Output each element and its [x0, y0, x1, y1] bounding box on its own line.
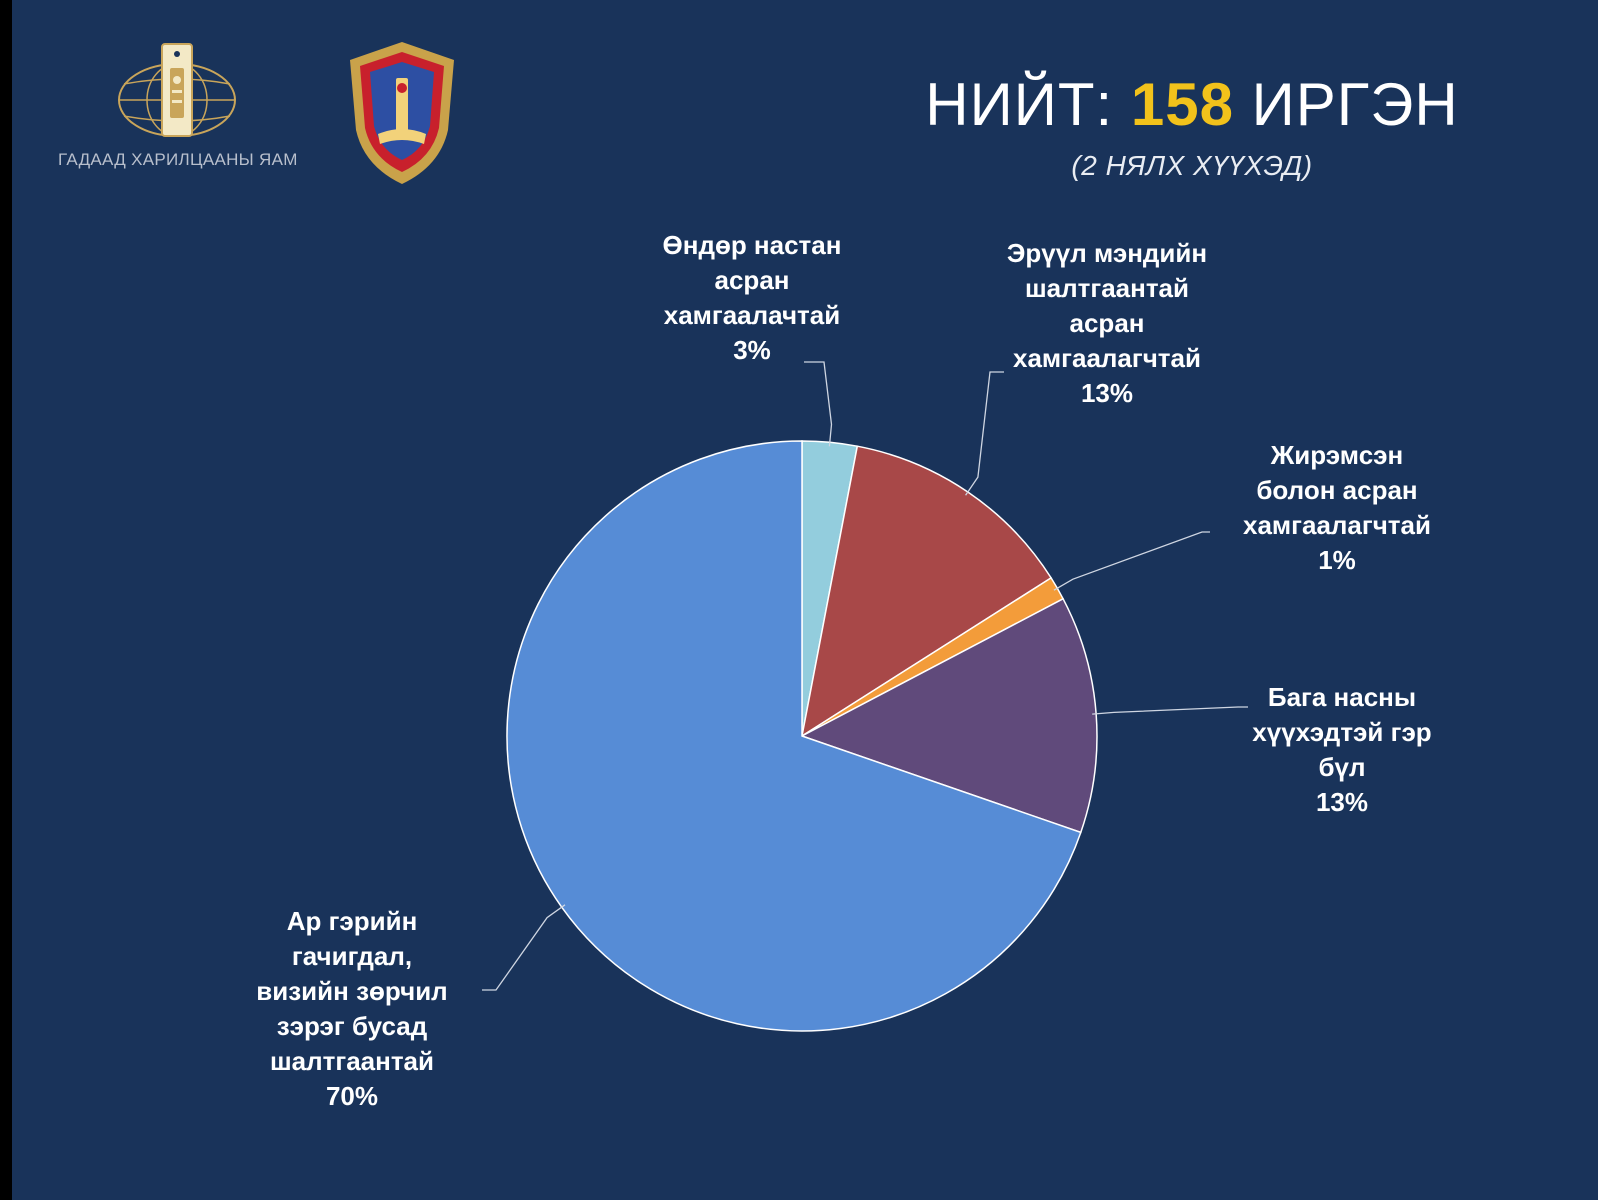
leader-line: [1053, 531, 1210, 591]
slice-label: Ар гэрийн гачигдал, визийн зөрчил зэрэг …: [256, 906, 448, 1111]
title-block: НИЙТ: 158 ИРГЭН (2 НЯЛХ ХҮҮХЭД): [912, 70, 1472, 182]
slice-label: Бага насны хүүхэдтэй гэр бүл 13%: [1252, 682, 1432, 817]
ministry-name: ГАДААД ХАРИЛЦААНЫ ЯАМ: [58, 150, 298, 169]
title-total: 158: [1130, 71, 1234, 138]
slice-label: Эрүүл мэндийн шалтгаантай асран хамгаала…: [1006, 238, 1208, 408]
leader-line: [965, 371, 1004, 496]
slice-label: Жирэмсэн болон асран хамгаалагчтай 1%: [1243, 440, 1431, 575]
ministry-logo: ГАДААД ХАРИЛЦААНЫ ЯАМ: [52, 38, 322, 178]
leader-line: [804, 361, 833, 447]
leader-line: [1092, 706, 1248, 715]
title-suffix: ИРГЭН: [1233, 71, 1459, 138]
title-prefix: НИЙТ:: [925, 71, 1131, 138]
leader-line: [482, 904, 566, 991]
commission-crest-icon: [350, 42, 454, 184]
slide-subtitle: (2 НЯЛХ ХҮҮХЭД): [1071, 150, 1313, 181]
slice-label: Өндөр настан асран хамгаалачтай 3%: [662, 230, 842, 365]
slide: ГАДААД ХАРИЛЦААНЫ ЯАМ НИЙТ: 158 ИРГЭН (2…: [12, 0, 1598, 1200]
logo-area: ГАДААД ХАРИЛЦААНЫ ЯАМ: [52, 38, 492, 198]
slide-title: НИЙТ: 158 ИРГЭН: [912, 70, 1472, 140]
globe-soyombo-icon: [118, 43, 236, 137]
pie-chart: [482, 361, 1248, 1032]
